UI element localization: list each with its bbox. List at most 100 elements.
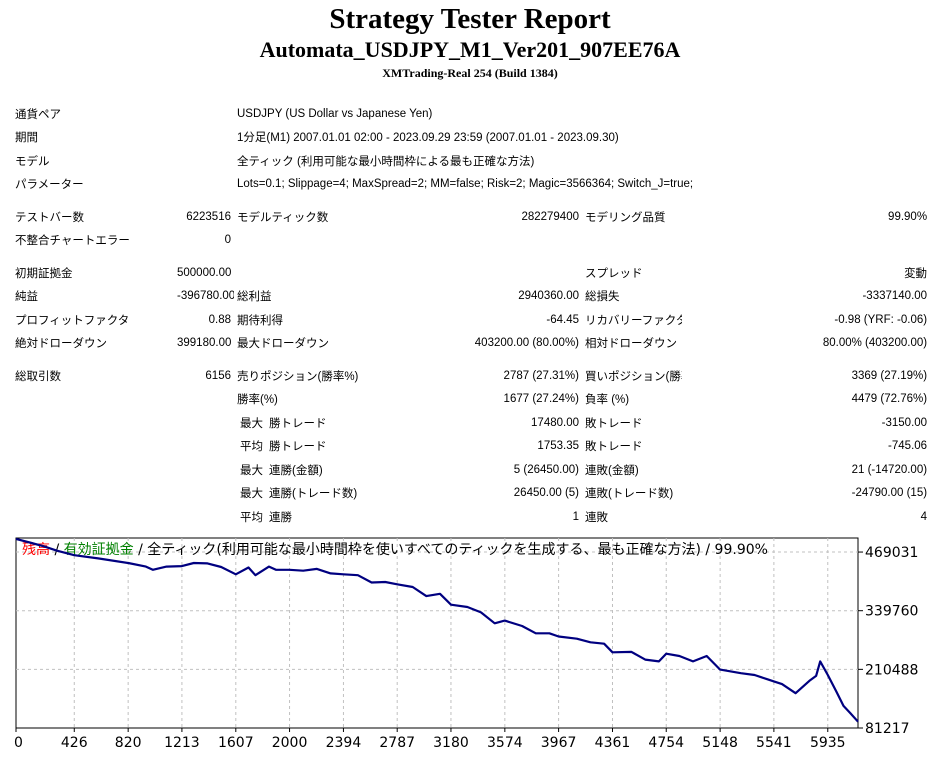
row-period: 期間 1分足(M1) 2007.01.01 02:00 - 2023.09.29… [12,126,930,150]
gross-profit-label: 総利益 [237,291,272,304]
x-tick-label: 5541 [756,735,792,751]
largest-win-value: 17480.00 [531,416,579,429]
symbol-value: USDJPY (US Dollar vs Japanese Yen) [237,107,433,120]
max-cons-wins-label: 連勝(金額) [269,464,323,477]
row-cons-count: 最大 連勝(トレード数) 26450.00 (5) 連敗(トレード数) -247… [12,482,930,506]
quality-label: モデリング品質 [585,211,666,224]
x-tick-label: 5148 [702,735,738,751]
max-cons-losses-label: 連敗(金額) [585,464,639,477]
max-dd-label: 最大ドローダウン [237,338,329,351]
recovery-label: リカバリーファクタ [585,314,682,327]
balance-line [15,537,859,723]
max-cons-losses-value: 21 (-14720.00) [851,463,928,476]
recovery-value: -0.98 (YRF: -0.06) [834,313,928,326]
short-label: 売りポジション(勝率%) [237,370,359,383]
loss-pct-label: 負率 (%) [585,394,630,407]
gross-loss-value: -3337140.00 [862,290,928,303]
row-symbol: 通貨ペア USDJPY (US Dollar vs Japanese Yen) [12,102,930,126]
largest-loss-label: 敗トレード [585,417,643,430]
rel-dd-value: 80.00% (403200.00) [822,337,928,350]
x-tick-label: 4361 [595,735,631,751]
cons-avg-prefix: 平均 [240,511,263,524]
bars-value: 6223516 [186,210,231,223]
avg-cons-losses-label: 連敗 [585,511,608,524]
deposit-label: 初期証拠金 [15,267,73,280]
x-tick-label: 3967 [541,735,577,751]
avg-cons-wins-label: 連勝 [269,511,292,524]
abs-dd-value: 399180.00 [177,337,232,350]
bars-label: テストバー数 [15,211,84,224]
x-tick-label: 1607 [218,735,254,751]
max-cons-profit-value: 26450.00 (5) [513,487,579,500]
short-value: 2787 (27.31%) [503,369,579,382]
y-tick-label: 210488 [865,662,918,678]
win-pct-value: 1677 (27.24%) [503,393,579,406]
report-title: Strategy Tester Report [329,3,611,35]
x-tick-label: 5935 [810,735,846,751]
long-label: 買いポジション(勝率%) [585,370,682,383]
row-net: 純益 -396780.00 総利益 2940360.00 総損失 -333714… [12,285,930,309]
spread-label: スプレッド [585,267,643,280]
ticks-label: モデルティック数 [237,211,329,224]
row-trades: 総取引数 6156 売りポジション(勝率%) 2787 (27.31%) 買いポ… [12,364,930,388]
rel-dd-label: 相対ドローダウン [585,338,677,351]
row-winpct: 勝率(%) 1677 (27.24%) 負率 (%) 4479 (72.76%) [12,388,930,412]
x-tick-label: 0 [14,735,23,751]
x-tick-label: 1213 [164,735,200,751]
cons-amount-prefix: 最大 [240,464,263,477]
net-value: -396780.00 [177,290,234,303]
report-table: 通貨ペア USDJPY (US Dollar vs Japanese Yen) … [12,102,930,529]
trades-value: 6156 [205,369,231,382]
y-axis-ticks: 469031 339760 210488 81217 [858,545,918,737]
x-tick-label: 2787 [379,735,415,751]
mismatch-label: 不整合チャートエラー [15,235,130,248]
x-tick-label: 426 [61,735,88,751]
expected-value: -64.45 [546,313,579,326]
avg-cons-losses-value: 4 [920,510,928,523]
server-info: XMTrading-Real 254 (Build 1384) [382,66,558,80]
row-cons-amount: 最大 連勝(金額) 5 (26450.00) 連敗(金額) 21 (-14720… [12,458,930,482]
row-pf: プロフィットファクタ 0.88 期待利得 -64.45 リカバリーファクタ -0… [12,308,930,332]
ticks-value: 282279400 [521,210,579,223]
row-largest: 最大 勝トレード 17480.00 敗トレード -3150.00 [12,411,930,435]
row-average: 平均 勝トレード 1753.35 敗トレード -745.06 [12,435,930,459]
long-value: 3369 (27.19%) [851,369,928,382]
model-label: モデル [15,155,50,168]
period-value: 1分足(M1) 2007.01.01 02:00 - 2023.09.29 23… [237,132,619,145]
row-cons-avg: 平均 連勝 1 連敗 4 [12,505,930,529]
net-label: 純益 [15,291,38,304]
average-prefix: 平均 [240,441,263,454]
max-cons-loss-value: -24790.00 (15) [851,487,928,500]
mismatch-value: 0 [224,234,231,247]
abs-dd-label: 絶対ドローダウン [15,338,107,351]
gross-profit-value: 2940360.00 [518,290,579,303]
largest-win-label: 勝トレード [269,417,327,430]
y-tick-label: 469031 [865,545,918,561]
legend-equity: 有効証拠金 [64,542,134,558]
balance-chart: 残高 / 有効証拠金 / 全ティック(利用可能な最小時間枠を使いすべてのティック… [14,537,918,751]
params-value: Lots=0.1; Slippage=4; MaxSpread=2; MM=fa… [237,178,694,191]
row-dd: 絶対ドローダウン 399180.00 最大ドローダウン 403200.00 (8… [12,332,930,356]
avg-cons-wins-value: 1 [572,510,579,523]
max-cons-loss-label: 連敗(トレード数) [585,488,674,501]
chart-grid [16,538,858,728]
x-axis-ticks: 0 426 820 1213 1607 2000 2394 2787 3180 3574 3967 4… [14,728,846,751]
ea-name: Automata_USDJPY_M1_Ver201_907EE76A [259,37,681,62]
cons-count-prefix: 最大 [240,488,263,501]
avg-win-value: 1753.35 [537,440,579,453]
max-cons-profit-label: 連勝(トレード数) [269,488,358,501]
legend-rest: / 全ティック(利用可能な最小時間枠を使いすべてのティックを生成する、最も正確な… [134,541,768,558]
expected-label: 期待利得 [237,314,283,327]
row-model: モデル 全ティック (利用可能な最小時間枠による最も正確な方法) [12,149,930,173]
x-tick-label: 2394 [326,735,362,751]
row-bars: テストバー数 6223516 モデルティック数 282279400 モデリング品… [12,205,930,229]
x-tick-label: 4754 [648,735,684,751]
x-tick-label: 820 [115,735,142,751]
model-value: 全ティック (利用可能な最小時間枠による最も正確な方法) [237,155,535,168]
win-pct-label: 勝率(%) [237,394,278,407]
y-tick-label: 81217 [865,721,910,737]
chart-legend: 残高 / 有効証拠金 / 全ティック(利用可能な最小時間枠を使いすべてのティック… [22,541,768,558]
row-mismatch: 不整合チャートエラー 0 [12,229,930,253]
spread-value: 変動 [904,267,928,280]
x-tick-label: 3180 [433,735,469,751]
